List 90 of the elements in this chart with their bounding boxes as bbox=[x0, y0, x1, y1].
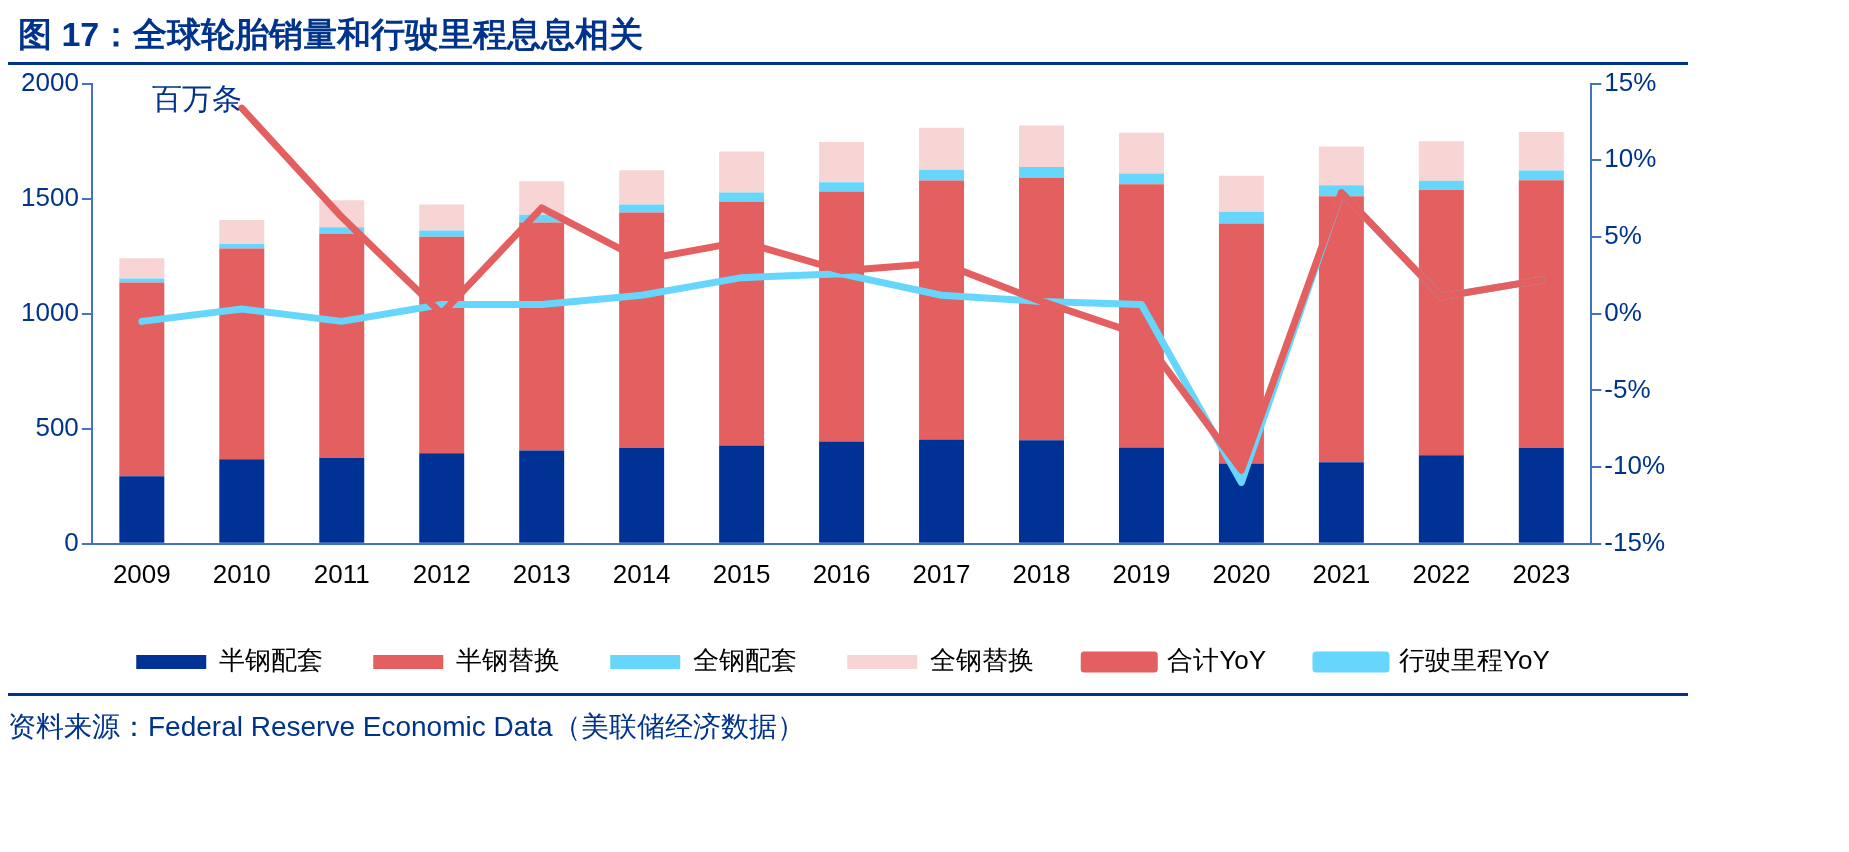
bar bbox=[419, 230, 465, 237]
legend-label: 全钢配套 bbox=[693, 645, 798, 676]
x-tick-label: 2016 bbox=[812, 558, 871, 589]
bar bbox=[119, 476, 165, 543]
bar bbox=[619, 212, 665, 448]
bar bbox=[1318, 196, 1364, 463]
bar bbox=[1418, 189, 1464, 456]
y2-tick-label: -5% bbox=[1604, 373, 1651, 404]
legend-label: 半钢替换 bbox=[456, 645, 561, 676]
bar bbox=[719, 445, 765, 543]
bar bbox=[1218, 211, 1264, 224]
y-tick-label: 2000 bbox=[21, 66, 79, 97]
x-tick-label: 2014 bbox=[612, 558, 671, 589]
bar bbox=[1019, 125, 1064, 167]
bar bbox=[1418, 141, 1464, 181]
bar bbox=[1518, 170, 1564, 181]
bar bbox=[819, 191, 865, 442]
legend-label: 全钢替换 bbox=[930, 645, 1035, 676]
bar bbox=[1318, 146, 1364, 186]
x-tick-label: 2009 bbox=[112, 558, 171, 589]
bar bbox=[719, 202, 765, 446]
bar bbox=[419, 236, 465, 454]
bar bbox=[1218, 223, 1264, 464]
y2-tick-label: -10% bbox=[1604, 450, 1666, 481]
bar bbox=[419, 453, 465, 543]
bar bbox=[319, 233, 365, 458]
x-tick-label: 2013 bbox=[512, 558, 571, 589]
bar bbox=[519, 450, 565, 543]
bar bbox=[919, 439, 965, 543]
x-tick-label: 2021 bbox=[1312, 558, 1371, 589]
bar bbox=[1019, 166, 1064, 178]
bar bbox=[219, 248, 265, 460]
x-tick-label: 2011 bbox=[313, 558, 370, 589]
bar bbox=[1518, 447, 1564, 543]
bar bbox=[719, 151, 765, 193]
x-tick-label: 2022 bbox=[1412, 558, 1471, 589]
y2-tick-label: 0% bbox=[1604, 296, 1642, 327]
bar bbox=[1418, 455, 1464, 543]
y2-tick-label: 10% bbox=[1604, 143, 1657, 174]
bar bbox=[619, 204, 665, 213]
x-tick-label: 2015 bbox=[712, 558, 771, 589]
bar bbox=[819, 142, 865, 183]
bar bbox=[219, 459, 265, 543]
bar bbox=[619, 447, 665, 543]
bar bbox=[819, 182, 865, 192]
bar bbox=[1118, 173, 1164, 185]
bar bbox=[119, 282, 165, 477]
y2-tick-label: 15% bbox=[1604, 66, 1657, 97]
bar bbox=[419, 204, 465, 231]
bar bbox=[719, 192, 765, 203]
bar bbox=[1218, 175, 1264, 212]
x-tick-label: 2019 bbox=[1112, 558, 1171, 589]
chart-title: 图 17：全球轮胎销量和行驶里程息息相关 bbox=[8, 8, 1688, 65]
x-tick-label: 2012 bbox=[412, 558, 471, 589]
x-tick-label: 2010 bbox=[212, 558, 271, 589]
bar bbox=[119, 278, 165, 283]
text: 资料来源：Federal Reserve Economic Data（美联储经济数据） bbox=[8, 710, 806, 744]
bar bbox=[1118, 447, 1164, 543]
bar bbox=[1118, 184, 1164, 448]
y2-tick-label: -15% bbox=[1604, 526, 1666, 557]
bar bbox=[519, 222, 565, 451]
bar bbox=[919, 169, 965, 181]
legend-label: 半钢配套 bbox=[219, 645, 324, 676]
bar bbox=[1118, 132, 1164, 174]
y-tick-label: 1500 bbox=[21, 181, 79, 212]
bar bbox=[919, 127, 965, 170]
y2-tick-label: 5% bbox=[1604, 220, 1642, 251]
x-tick-label: 2018 bbox=[1012, 558, 1071, 589]
bar bbox=[319, 457, 365, 543]
y-tick-label: 500 bbox=[35, 411, 79, 442]
x-tick-label: 2023 bbox=[1512, 558, 1571, 589]
legend-label: 合计YoY bbox=[1167, 645, 1267, 676]
bar bbox=[619, 170, 665, 205]
legend-label: 行驶里程YoY bbox=[1399, 645, 1550, 676]
bar bbox=[919, 180, 965, 440]
bar bbox=[219, 243, 265, 249]
bar bbox=[119, 258, 165, 279]
bar bbox=[219, 220, 265, 244]
bar bbox=[1518, 131, 1564, 171]
y-tick-label: 0 bbox=[64, 526, 79, 557]
bar bbox=[819, 441, 865, 543]
x-tick-label: 2020 bbox=[1212, 558, 1271, 589]
bar bbox=[1318, 462, 1364, 543]
bar bbox=[1019, 440, 1064, 543]
bar bbox=[1218, 463, 1264, 543]
y-tick-label: 1000 bbox=[21, 296, 79, 327]
x-tick-label: 2017 bbox=[912, 558, 971, 589]
bar bbox=[1418, 180, 1464, 190]
y-axis-title: 百万条 bbox=[151, 81, 242, 115]
bar bbox=[1019, 177, 1064, 441]
